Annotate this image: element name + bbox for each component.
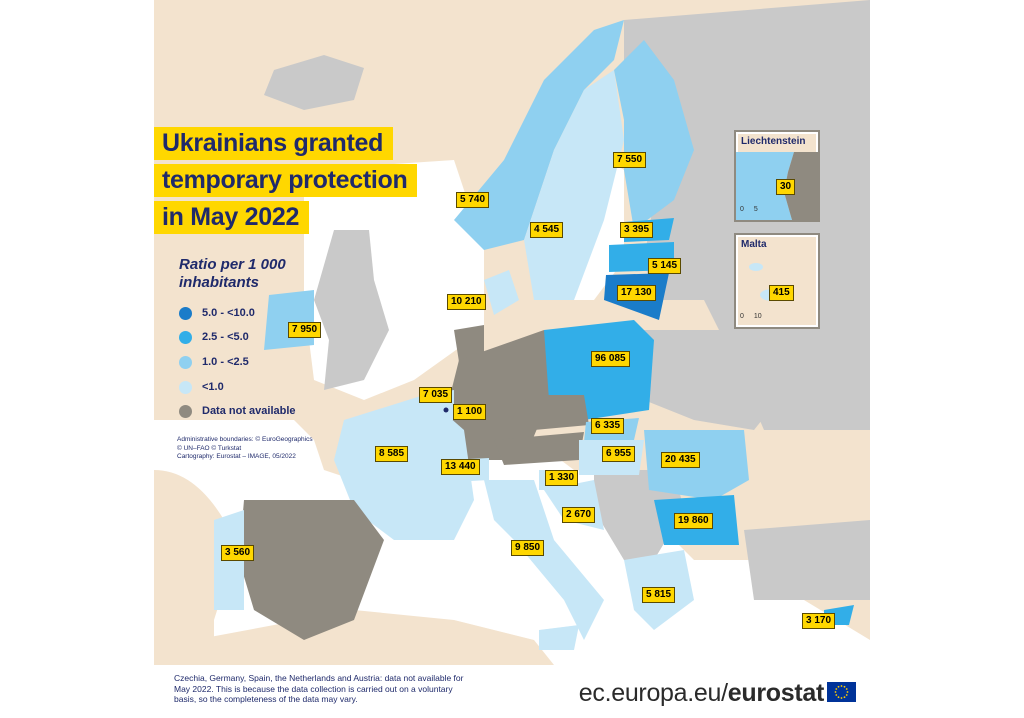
legend-item: <1.0: [179, 379, 224, 395]
footer: Czechia, Germany, Spain, the Netherlands…: [154, 665, 870, 718]
luxembourg-marker: [443, 407, 449, 413]
flag-stars: [834, 685, 849, 699]
malta-inset: Malta 415 0 10: [734, 233, 820, 329]
liechtenstein-inset-map: [736, 152, 818, 220]
value-label-france: 8 585: [375, 446, 409, 462]
value-label-ireland: 7 950: [288, 322, 322, 338]
legend-title-line-1: Ratio per 1 000: [179, 256, 286, 273]
turkey: [744, 520, 870, 600]
region-finland: [614, 40, 694, 230]
balkans: [594, 470, 684, 560]
liechtenstein-inset-title: Liechtenstein: [741, 136, 806, 147]
value-label-switzerland: 13 440: [441, 459, 480, 475]
legend-swatch: [179, 404, 192, 418]
malta-island: [749, 263, 763, 271]
scale-start: 0: [740, 313, 744, 320]
value-label-croatia: 2 670: [562, 507, 596, 523]
legend-item: 2.5 - <5.0: [179, 329, 249, 345]
region-sweden: [524, 70, 624, 300]
credit-line: Cartography: Eurostat – IMAGE, 05/2022: [177, 453, 296, 460]
map-title-line-1: Ukrainians granted: [154, 127, 394, 160]
credit-line: Administrative boundaries: © EuroGeograp…: [177, 436, 313, 443]
value-label-norway: 5 740: [456, 192, 490, 208]
malta-scale: 0 10: [740, 313, 762, 320]
credit-line: © UN–FAO © Turkstat: [177, 444, 242, 452]
map-credits: Administrative boundaries: © EuroGeograp…: [177, 436, 377, 462]
value-label-finland: 7 550: [613, 152, 647, 168]
region-czechia: [524, 395, 589, 430]
region-sicily: [539, 625, 579, 650]
value-label-latvia: 5 145: [648, 258, 682, 274]
legend-label: 1.0 - <2.5: [202, 356, 249, 368]
liechtenstein-neighbour: [784, 152, 818, 220]
iceland: [264, 55, 364, 110]
legend-item: 5.0 - <10.0: [179, 305, 255, 321]
region-austria: [494, 432, 584, 465]
value-label-slovenia: 1 330: [545, 470, 579, 486]
malta-inset-title: Malta: [741, 239, 767, 250]
region-france: [334, 395, 474, 540]
legend-label: 2.5 - <5.0: [202, 331, 249, 343]
legend-swatch: [179, 355, 192, 369]
scale-start: 0: [740, 206, 744, 213]
brand-prefix: ec.europa.eu/: [578, 679, 728, 707]
region-netherlands: [454, 325, 484, 362]
value-label-sweden: 4 545: [530, 222, 564, 238]
eu-flag-icon: [827, 682, 856, 702]
eurostat-brand: ec.europa.eu/eurostat: [578, 679, 825, 708]
map-canvas: Ukrainians granted temporary protection …: [154, 0, 870, 718]
ukraine: [634, 330, 794, 430]
liechtenstein-region: [736, 152, 794, 220]
region-spain: [239, 500, 384, 640]
uk: [314, 230, 389, 390]
value-label-belgium: 7 035: [419, 387, 453, 403]
value-label-poland: 96 085: [591, 351, 630, 367]
value-label-romania: 20 435: [661, 452, 700, 468]
footnote: Czechia, Germany, Spain, the Netherlands…: [174, 673, 464, 704]
value-label-malta: 415: [769, 285, 794, 301]
europe-map: [154, 0, 870, 665]
map-title-line-3: in May 2022: [154, 201, 310, 234]
region-germany: [444, 330, 549, 460]
legend-title: Ratio per 1 000 inhabitants: [179, 256, 329, 292]
value-label-liechtenstein: 30: [776, 179, 796, 195]
legend-label: <1.0: [202, 381, 224, 393]
value-label-bulgaria: 19 860: [674, 513, 713, 529]
legend-swatch: [179, 306, 192, 320]
legend-title-line-2: inhabitants: [179, 274, 260, 291]
value-label-estonia: 3 395: [620, 222, 654, 238]
map-title-line-2: temporary protection: [154, 164, 418, 197]
legend-item: 1.0 - <2.5: [179, 354, 249, 370]
value-label-hungary: 6 955: [602, 446, 636, 462]
legend-label: Data not available: [202, 405, 296, 417]
brand-name: eurostat: [727, 679, 825, 707]
value-label-greece: 5 815: [642, 587, 676, 603]
legend-item: Data not available: [179, 403, 296, 419]
value-label-denmark: 10 210: [447, 294, 486, 310]
liechtenstein-scale: 0 5: [740, 206, 758, 213]
value-label-cyprus: 3 170: [802, 613, 836, 629]
value-label-slovakia: 6 335: [591, 418, 625, 434]
scale-end: 5: [753, 206, 758, 213]
scale-end: 10: [753, 313, 762, 320]
legend-swatch: [179, 380, 192, 394]
value-label-luxembourg: 1 100: [453, 404, 487, 420]
region-italy: [484, 480, 604, 640]
legend-label: 5.0 - <10.0: [202, 307, 255, 319]
region-norway: [454, 20, 624, 250]
region-denmark: [484, 270, 519, 315]
liechtenstein-inset: Liechtenstein 30 0 5: [734, 130, 820, 222]
value-label-lithuania: 17 130: [617, 285, 656, 301]
value-label-portugal: 3 560: [221, 545, 255, 561]
value-label-italy: 9 850: [511, 540, 545, 556]
region-ireland: [264, 290, 314, 350]
legend-swatch: [179, 330, 192, 344]
